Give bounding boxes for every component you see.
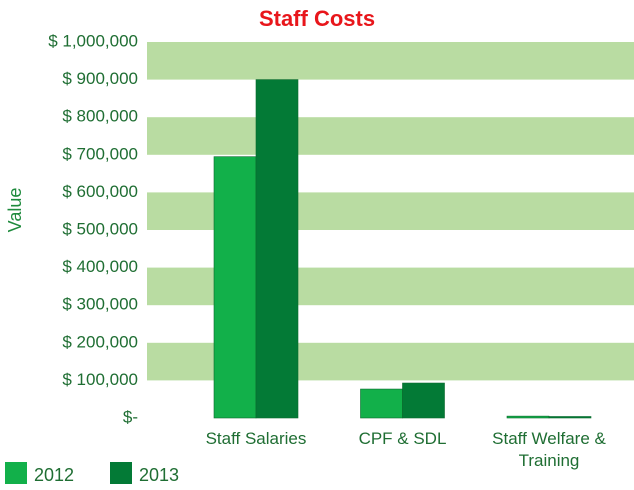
y-axis-title: Value xyxy=(5,188,25,233)
bar xyxy=(506,415,550,419)
grid-band xyxy=(147,117,634,155)
y-tick-label: $ 800,000 xyxy=(62,107,138,126)
chart-title: Staff Costs xyxy=(259,6,375,31)
y-tick-label: $ 200,000 xyxy=(62,332,138,351)
y-tick-label: $ 1,000,000 xyxy=(48,31,138,50)
grid-band xyxy=(147,42,634,80)
y-tick-label: $ 700,000 xyxy=(62,144,138,163)
bar xyxy=(213,156,257,419)
x-tick-label: CPF & SDL xyxy=(358,429,447,448)
legend-swatch xyxy=(5,462,27,484)
legend-label: 2013 xyxy=(139,465,179,485)
bar xyxy=(402,382,445,419)
y-tick-label: $ 300,000 xyxy=(62,295,138,314)
y-tick-label: $ 600,000 xyxy=(62,182,138,201)
legend-label: 2012 xyxy=(34,465,74,485)
y-tick-label: $ 900,000 xyxy=(62,69,138,88)
y-tick-label: $ 100,000 xyxy=(62,370,138,389)
bar xyxy=(548,416,592,419)
y-tick-label: $ 500,000 xyxy=(62,219,138,238)
legend-swatch xyxy=(110,462,132,484)
x-tick-label: Staff Salaries xyxy=(205,429,307,448)
y-tick-label: $- xyxy=(123,407,138,426)
bar xyxy=(255,79,299,419)
y-tick-label: $ 400,000 xyxy=(62,257,138,276)
bar xyxy=(360,388,403,419)
x-tick-label: Staff Welfare & Training xyxy=(492,429,606,470)
bands xyxy=(147,42,634,381)
